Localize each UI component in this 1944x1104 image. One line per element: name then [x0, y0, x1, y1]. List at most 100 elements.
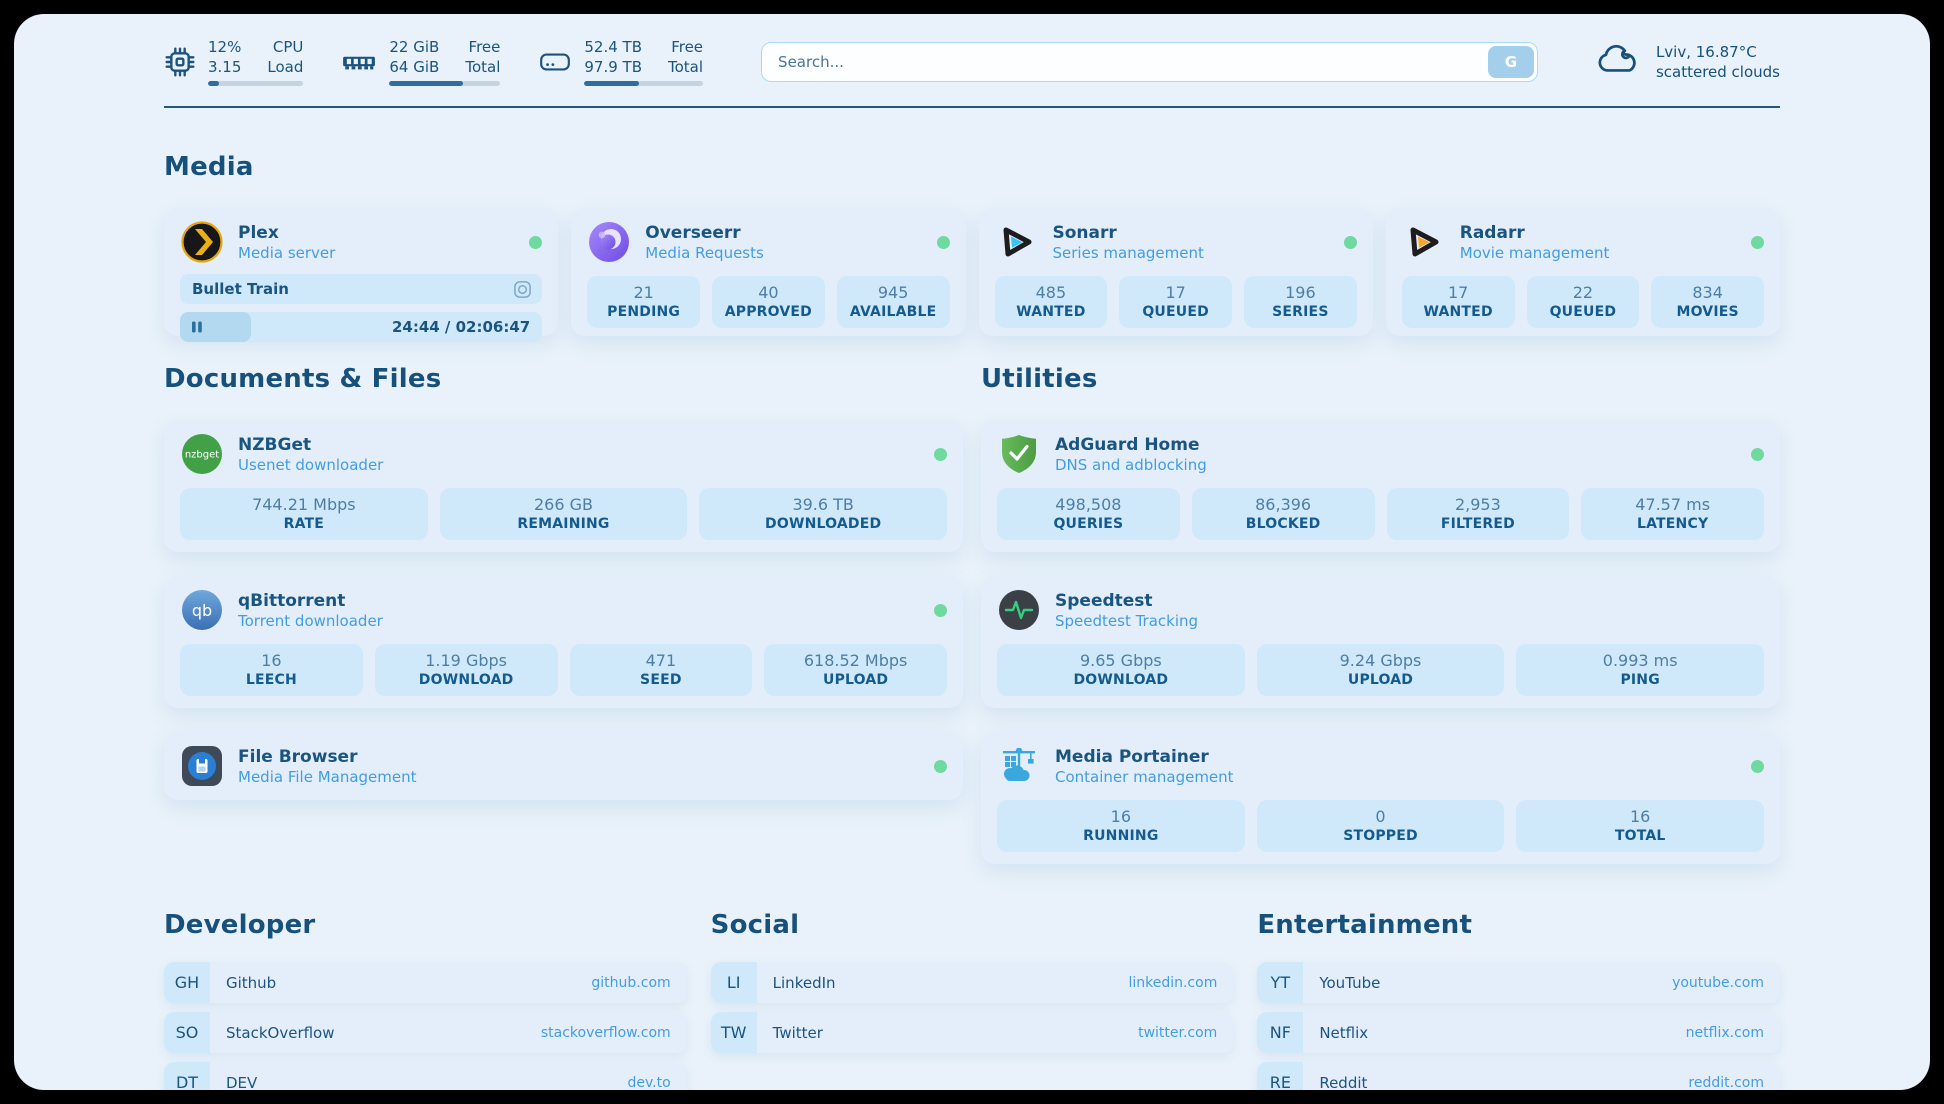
cpu-stat: 12% 3.15 CPU Load: [164, 38, 304, 86]
bookmark-youtube[interactable]: YT YouTube youtube.com: [1257, 962, 1780, 1003]
speedtest-icon: [997, 588, 1041, 632]
top-bar: 12% 3.15 CPU Load: [164, 38, 1780, 86]
app-card-qbittorrent[interactable]: qb qBittorrent Torrent downloader 16 LEE…: [164, 576, 963, 708]
bookmark-abbr: GH: [164, 962, 210, 1003]
stat-tile: 17 WANTED: [1401, 276, 1515, 328]
app-card-filebrowser[interactable]: File Browser Media File Management: [164, 732, 963, 800]
pause-icon[interactable]: [190, 320, 204, 334]
cloud-icon: [1594, 42, 1642, 82]
ram-free-value: 22 GiB: [389, 38, 440, 56]
bookmark-url: stackoverflow.com: [540, 1024, 671, 1041]
header-divider: [164, 106, 1780, 108]
app-card-portainer[interactable]: Media Portainer Container management 16 …: [981, 732, 1780, 864]
app-name: Radarr: [1459, 222, 1525, 243]
bookmark-name: LinkedIn: [772, 973, 836, 992]
dashboard-page: 12% 3.15 CPU Load: [14, 14, 1930, 1090]
section-documents: Documents & Files nzbget NZBGet U: [164, 364, 963, 864]
section-title-social: Social: [710, 910, 800, 940]
app-card-adguard[interactable]: AdGuard Home DNS and adblocking 498,508 …: [981, 420, 1780, 552]
app-name: Sonarr: [1052, 222, 1117, 243]
bookmark-url: linkedin.com: [1128, 974, 1218, 991]
bookmark-name: YouTube: [1319, 973, 1381, 992]
app-name: Media Portainer: [1055, 746, 1209, 767]
stat-tile: 0.993 ms PING: [1516, 644, 1765, 696]
app-subtitle: Series management: [1052, 243, 1204, 262]
app-card-radarr[interactable]: Radarr Movie management 17 WANTED 22 QUE…: [1385, 208, 1780, 336]
svg-text:nzbget: nzbget: [185, 450, 219, 461]
stat-tile: 39.6 TB DOWNLOADED: [699, 488, 948, 540]
search-bar: G: [761, 42, 1538, 82]
stat-tile: 16 TOTAL: [1516, 800, 1765, 852]
bookmark-abbr: DT: [164, 1062, 210, 1090]
disk-stat: 52.4 TB 97.9 TB Free Total: [538, 38, 704, 86]
bookmark-twitter[interactable]: TW Twitter twitter.com: [710, 1012, 1234, 1053]
cpu-progress-bar: [208, 81, 304, 86]
stat-tile: 17 QUEUED: [1119, 276, 1232, 328]
app-subtitle: Speedtest Tracking: [1055, 611, 1199, 630]
stat-tile: 834 MOVIES: [1651, 276, 1764, 328]
status-online-dot: [1751, 759, 1764, 773]
app-subtitle: Container management: [1055, 767, 1234, 786]
app-card-sonarr[interactable]: Sonarr Series management 485 WANTED 17 Q…: [978, 208, 1373, 336]
sonarr-icon: [995, 220, 1039, 264]
cpu-icon: [164, 46, 196, 78]
bookmark-name: DEV: [226, 1073, 258, 1091]
stat-tile: 86,396 BLOCKED: [1191, 488, 1375, 540]
now-playing-row: Bullet Train: [180, 274, 543, 304]
ram-free-label: Free: [468, 38, 501, 56]
app-subtitle: Media Requests: [645, 243, 764, 262]
bookmark-abbr: SO: [164, 1012, 210, 1053]
disk-icon: [538, 49, 572, 75]
cpu-usage-value: 12%: [208, 38, 242, 56]
section-developer: Developer GH Github github.com SO StackO…: [164, 910, 687, 1090]
cpu-label: CPU: [272, 38, 304, 56]
weather-location-temp: Lviv, 16.87°C: [1655, 42, 1757, 61]
stat-tile: 40 APPROVED: [712, 276, 825, 328]
app-name: NZBGet: [238, 434, 312, 455]
weather-widget: Lviv, 16.87°C scattered clouds: [1594, 42, 1780, 83]
bookmark-abbr: TW: [710, 1012, 757, 1053]
app-subtitle: Movie management: [1459, 243, 1610, 262]
stat-tile: 16 LEECH: [180, 644, 363, 696]
bookmark-stackoverflow[interactable]: SO StackOverflow stackoverflow.com: [164, 1012, 687, 1053]
app-name: Speedtest: [1055, 590, 1153, 611]
session-camera-icon[interactable]: [513, 280, 532, 299]
disk-total-value: 97.9 TB: [584, 57, 642, 76]
bookmark-url: youtube.com: [1672, 974, 1764, 991]
bookmark-url: github.com: [591, 974, 671, 991]
bookmark-netflix[interactable]: NF Netflix netflix.com: [1257, 1012, 1780, 1053]
playback-time: 24:44 / 02:06:47: [391, 318, 531, 336]
bookmark-name: Netflix: [1319, 1023, 1369, 1042]
cpu-load-label: Load: [267, 57, 304, 76]
app-name: Overseerr: [645, 222, 741, 243]
app-subtitle: Torrent downloader: [238, 611, 383, 630]
svg-text:qb: qb: [192, 601, 212, 620]
status-online-dot: [1343, 235, 1357, 249]
bookmark-linkedin[interactable]: LI LinkedIn linkedin.com: [710, 962, 1234, 1003]
status-online-dot: [529, 235, 543, 249]
bookmark-github[interactable]: GH Github github.com: [164, 962, 687, 1003]
disk-free-value: 52.4 TB: [584, 38, 642, 56]
stat-tile: 618.52 Mbps UPLOAD: [764, 644, 947, 696]
ram-total-label: Total: [465, 57, 501, 76]
stat-tile: 266 GB REMAINING: [439, 488, 688, 540]
playback-progress-bar: 24:44 / 02:06:47: [180, 312, 543, 342]
bookmark-url: twitter.com: [1138, 1024, 1218, 1041]
status-online-dot: [936, 235, 950, 249]
app-card-nzbget[interactable]: nzbget NZBGet Usenet downloader 744.21 M…: [164, 420, 963, 552]
stat-tile: 471 SEED: [569, 644, 753, 696]
app-name: Plex: [238, 222, 279, 243]
bookmark-reddit[interactable]: RE Reddit reddit.com: [1257, 1062, 1780, 1090]
stat-tile: 22 QUEUED: [1526, 276, 1640, 328]
weather-condition: scattered clouds: [1655, 63, 1780, 81]
search-engine-button[interactable]: G: [1487, 46, 1534, 78]
stat-tile: 16 RUNNING: [997, 800, 1245, 852]
app-subtitle: Media File Management: [238, 767, 417, 786]
nzbget-icon: nzbget: [180, 432, 224, 476]
app-card-overseerr[interactable]: Overseerr Media Requests 21 PENDING 40 A…: [571, 208, 966, 336]
app-card-speedtest[interactable]: Speedtest Speedtest Tracking 9.65 Gbps D…: [981, 576, 1780, 708]
app-card-plex[interactable]: Plex Media server Bullet Train: [164, 208, 559, 342]
search-input[interactable]: [761, 42, 1538, 82]
bookmark-dev[interactable]: DT DEV dev.to: [164, 1062, 687, 1090]
stat-tile: 196 SERIES: [1244, 276, 1357, 328]
